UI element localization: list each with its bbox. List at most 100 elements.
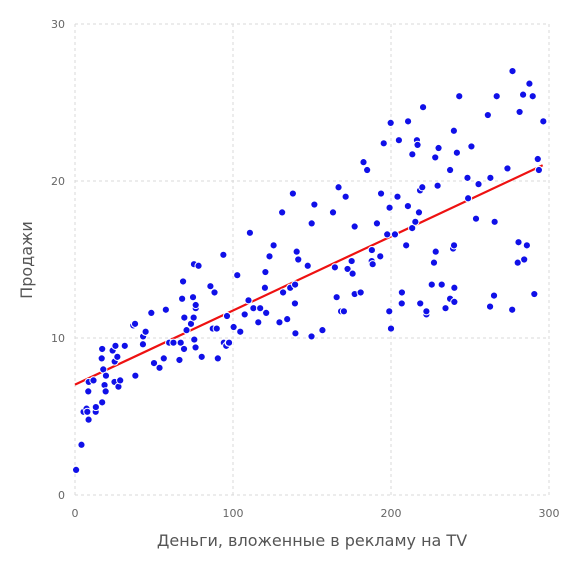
data-point (431, 247, 440, 256)
data-point (414, 208, 424, 217)
data-point (249, 304, 258, 313)
data-point (534, 165, 543, 175)
data-point (433, 181, 442, 190)
data-point (341, 192, 350, 201)
x-tick-label: 0 (72, 507, 79, 520)
data-point (194, 261, 203, 270)
data-point (411, 217, 420, 226)
data-point (288, 189, 297, 198)
data-point (490, 217, 499, 226)
data-point (418, 103, 428, 112)
data-point (178, 277, 188, 286)
data-point (113, 352, 122, 361)
data-point (372, 219, 382, 228)
data-point (307, 332, 316, 341)
data-point (190, 335, 199, 344)
data-point (408, 224, 417, 233)
data-point (178, 294, 187, 303)
data-point (343, 264, 352, 274)
data-point (189, 313, 198, 322)
data-point (385, 203, 394, 212)
data-point (408, 150, 417, 159)
data-point (437, 280, 446, 289)
x-tick-label: 200 (381, 507, 402, 520)
data-point (427, 280, 436, 289)
data-point (503, 164, 512, 173)
data-point (180, 313, 189, 322)
data-point (368, 260, 377, 269)
data-point (159, 354, 168, 363)
data-point (101, 371, 111, 380)
x-tick-label: 300 (539, 507, 560, 520)
data-point (449, 126, 458, 135)
data-point (294, 255, 303, 264)
data-point (515, 107, 524, 117)
data-point (222, 311, 232, 321)
data-point (350, 222, 359, 231)
data-point (483, 110, 492, 120)
data-point (179, 344, 189, 354)
data-point (416, 299, 425, 308)
data-point (520, 255, 529, 264)
data-point (254, 318, 263, 327)
data-point (155, 363, 164, 372)
data-point (291, 329, 300, 338)
data-point (348, 269, 357, 278)
data-point (256, 304, 265, 313)
data-point (441, 304, 450, 313)
data-point (393, 192, 402, 201)
gridlines (74, 23, 550, 496)
data-point (489, 291, 499, 300)
data-point (260, 283, 270, 292)
data-point (376, 252, 385, 261)
data-point (385, 307, 394, 316)
data-point (141, 327, 150, 336)
data-point (332, 293, 341, 302)
y-tick-label: 20 (51, 175, 65, 188)
data-point (356, 288, 365, 297)
data-point (161, 305, 170, 314)
data-point (303, 261, 312, 270)
data-point (229, 322, 238, 332)
data-point (347, 256, 356, 266)
data-point (403, 117, 413, 126)
data-point (182, 326, 191, 335)
data-point (98, 344, 107, 354)
data-point (149, 359, 159, 368)
y-tick-label: 10 (51, 332, 65, 345)
data-point (197, 352, 206, 361)
data-point (508, 305, 517, 314)
data-point (116, 376, 125, 385)
data-point (330, 263, 340, 272)
data-point (188, 293, 198, 302)
data-point (363, 165, 372, 175)
data-point (269, 241, 278, 250)
data-point (467, 142, 476, 151)
data-point (403, 202, 413, 211)
data-point (77, 440, 86, 449)
x-axis-title: Деньги, вложенные в рекламу на TV (157, 531, 467, 550)
data-point (434, 143, 443, 153)
data-point (91, 402, 100, 412)
data-point (518, 90, 528, 99)
data-point (402, 241, 411, 250)
data-point (138, 340, 148, 349)
data-point (492, 92, 501, 101)
data-point (275, 318, 284, 327)
data-point (236, 327, 245, 336)
data-point (418, 183, 427, 192)
data-point (485, 302, 495, 311)
data-point (379, 139, 388, 148)
data-point (525, 79, 534, 88)
data-point (514, 238, 523, 247)
data-point (328, 208, 338, 217)
data-point (84, 415, 93, 424)
tick-labels: 0 100 200 300 0 10 20 30 (51, 18, 560, 520)
data-point (431, 153, 440, 162)
data-point (539, 117, 548, 126)
data-point (508, 67, 517, 76)
data-point (386, 118, 395, 128)
data-point (474, 180, 483, 189)
data-point (307, 219, 316, 228)
